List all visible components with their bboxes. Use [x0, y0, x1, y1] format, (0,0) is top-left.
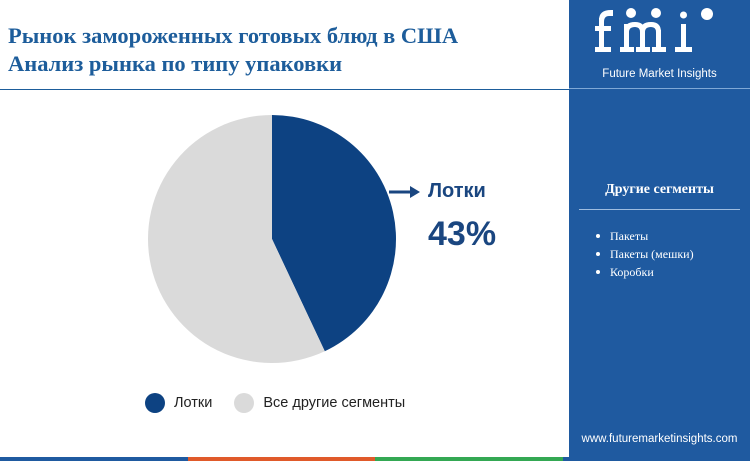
- pie-slice-trays: [272, 115, 396, 352]
- chart-legend: Лотки Все другие сегменты: [145, 393, 427, 413]
- bottom-bar-segment: [375, 457, 563, 461]
- segment-item: Коробки: [594, 263, 694, 281]
- legend-label-others: Все другие сегменты: [263, 395, 406, 411]
- callout-label: Лотки: [428, 180, 486, 202]
- bottom-color-bar: [0, 457, 750, 461]
- segment-item: Пакеты (мешки): [594, 245, 694, 263]
- logo-caption: Future Market Insights: [602, 68, 717, 80]
- legend-item-trays: Лотки: [145, 393, 212, 413]
- segment-item: Пакеты: [594, 227, 694, 245]
- bottom-bar-segment: [187, 457, 375, 461]
- other-segments-divider: [579, 209, 740, 210]
- bottom-bar-segment: [0, 457, 188, 461]
- logo-wordmark: fmi: [659, 55, 661, 57]
- pie-slice-others: [147, 115, 325, 363]
- other-segments-title: Другие сегменты: [605, 182, 714, 197]
- title-divider: [0, 89, 570, 90]
- callout-value: 43%: [428, 215, 497, 253]
- other-segments-list: Пакеты Пакеты (мешки) Коробки: [594, 227, 694, 281]
- bottom-bar-segment: [562, 457, 750, 461]
- pie-chart: [147, 115, 420, 363]
- title-line-2: Анализ рынка по типу упаковки: [8, 51, 343, 76]
- legend-label-trays: Лотки: [174, 395, 213, 411]
- sidebar-divider: [569, 88, 750, 89]
- legend-swatch-trays: [145, 393, 165, 413]
- sidebar: fmi Future Market Insights Другие сегмен…: [569, 0, 750, 461]
- fmi-logo: fmi: [595, 8, 713, 57]
- title-line-1: Рынок замороженных готовых блюд в США: [8, 23, 459, 48]
- website-url[interactable]: www.futuremarketinsights.com: [581, 433, 738, 445]
- legend-item-others: Все другие сегменты: [234, 393, 405, 413]
- chart-title: Рынок замороженных готовых блюд в США Ан…: [8, 22, 568, 78]
- legend-swatch-others: [234, 393, 255, 413]
- callout-arrow-head: [410, 186, 420, 198]
